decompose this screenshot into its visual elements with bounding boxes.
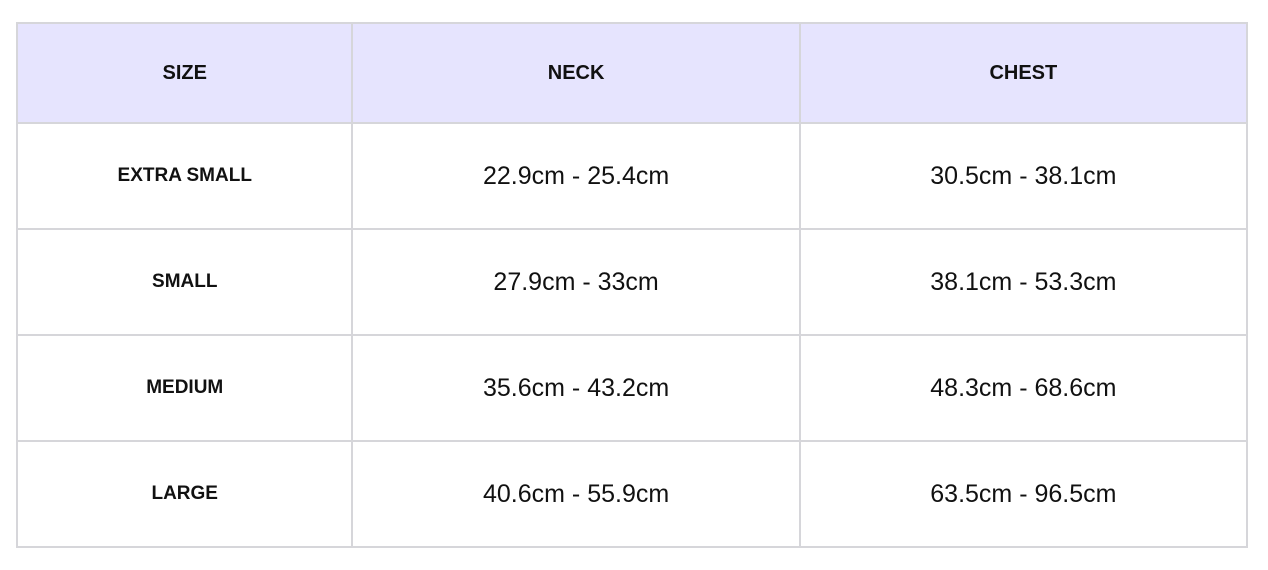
size-chart-table: SIZE NECK CHEST EXTRA SMALL 22.9cm - 25.4… (15, 22, 1249, 548)
header-row: SIZE NECK CHEST (15, 22, 1249, 124)
neck-cell: 40.6cm - 55.9cm (351, 440, 801, 548)
column-header-neck: NECK (351, 22, 801, 124)
column-header-size: SIZE (15, 22, 354, 124)
size-cell: LARGE (15, 440, 354, 548)
chest-cell: 30.5cm - 38.1cm (798, 122, 1249, 230)
size-cell: SMALL (15, 228, 354, 336)
column-header-chest: CHEST (798, 22, 1249, 124)
table-row: EXTRA SMALL 22.9cm - 25.4cm 30.5cm - 38.1c… (15, 122, 1249, 230)
neck-cell: 35.6cm - 43.2cm (351, 334, 801, 442)
chest-cell: 48.3cm - 68.6cm (798, 334, 1249, 442)
table-row: MEDIUM 35.6cm - 43.2cm 48.3cm - 68.6cm (15, 334, 1249, 442)
neck-cell: 27.9cm - 33cm (351, 228, 801, 336)
size-cell: MEDIUM (15, 334, 354, 442)
chest-cell: 38.1cm - 53.3cm (798, 228, 1249, 336)
chest-cell: 63.5cm - 96.5cm (798, 440, 1249, 548)
neck-cell: 22.9cm - 25.4cm (351, 122, 801, 230)
table-row: SMALL 27.9cm - 33cm 38.1cm - 53.3cm (15, 228, 1249, 336)
size-cell: EXTRA SMALL (15, 122, 354, 230)
table-row: LARGE 40.6cm - 55.9cm 63.5cm - 96.5cm (15, 440, 1249, 548)
